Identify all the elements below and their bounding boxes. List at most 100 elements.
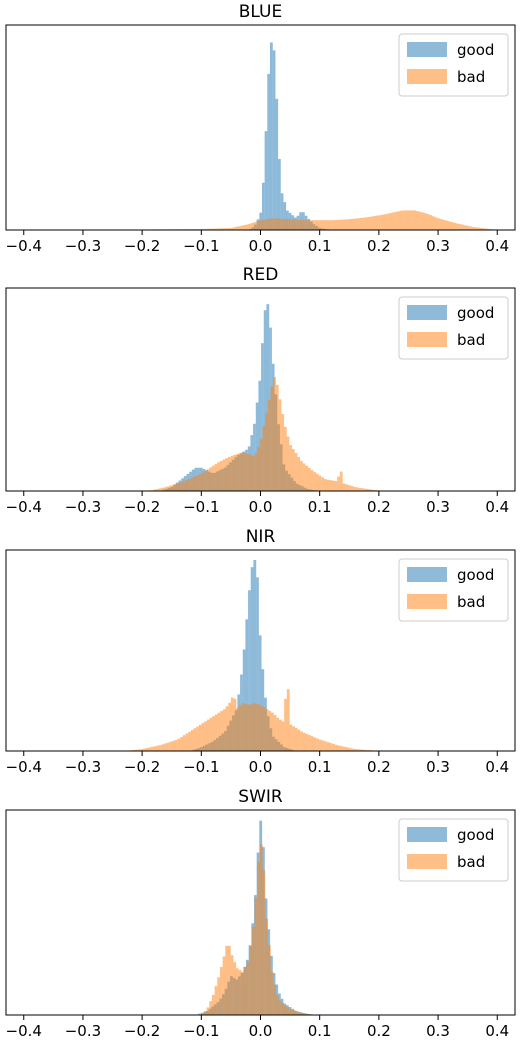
histogram-bar (289, 724, 293, 751)
legend: good bad (398, 33, 509, 97)
legend: good bad (398, 296, 509, 360)
histogram-bar (188, 731, 192, 751)
histogram-bar (262, 425, 266, 491)
x-tick-label: 0.0 (249, 758, 273, 776)
x-tick-label: −0.2 (124, 1022, 160, 1040)
histogram-bar (137, 749, 141, 751)
legend-swatch-good (407, 567, 447, 582)
histogram-bar (354, 218, 358, 230)
histogram-bar (206, 469, 210, 491)
subplot-title: RED (243, 265, 279, 285)
histogram-bar (297, 1011, 301, 1015)
histogram-bar (203, 1011, 207, 1015)
histogram-bar (373, 216, 377, 230)
histogram-bar (338, 219, 342, 230)
histogram-bar (394, 211, 398, 230)
histogram-bar (294, 452, 298, 491)
histogram-bar (275, 995, 279, 1015)
histogram-bar (164, 487, 167, 491)
histogram-bar (213, 228, 217, 230)
histogram-bar (185, 479, 189, 491)
histogram-bar (301, 219, 305, 230)
histogram-bar (201, 723, 205, 751)
histogram-bar (211, 465, 215, 491)
histogram-bar (258, 635, 262, 751)
histogram-bar (253, 222, 257, 230)
histogram-bar (217, 977, 221, 1015)
histogram-bar (369, 489, 372, 491)
histogram-bar (270, 971, 274, 1015)
histogram-bar (255, 402, 259, 491)
histogram-bar (278, 399, 282, 491)
histogram-bar (321, 477, 324, 491)
histogram-bar (289, 445, 293, 491)
histogram-bar (225, 458, 229, 491)
histogram-bar (151, 746, 154, 751)
histogram-bar (321, 740, 325, 751)
histogram-bar (273, 984, 277, 1015)
histogram-bar (233, 698, 237, 751)
histogram-bar (421, 212, 424, 230)
histogram-bar (356, 749, 359, 751)
histogram-bar (256, 577, 259, 751)
histogram-bar (266, 218, 270, 230)
histogram-bar (474, 227, 478, 230)
histogram-bar (280, 218, 283, 230)
histogram-bar (299, 460, 303, 491)
histogram-bar (337, 476, 340, 491)
histogram-bar (334, 744, 338, 751)
histogram-bar (363, 488, 367, 491)
legend-label-good: good (457, 826, 494, 844)
series-bad (201, 844, 314, 1015)
histogram-bar (217, 712, 221, 751)
histogram-bar (283, 426, 287, 491)
histogram-bar (257, 704, 261, 751)
histogram-bar (254, 453, 258, 491)
histogram-bar (304, 220, 307, 230)
x-tick-label: −0.4 (6, 237, 42, 255)
histogram-bar (209, 467, 213, 491)
x-tick-label: 0.3 (426, 758, 450, 776)
legend-swatch-good (407, 827, 447, 842)
histogram-bar (188, 478, 191, 491)
histogram-bar (206, 1007, 210, 1015)
histogram-bar (343, 219, 347, 230)
histogram-bar (278, 719, 282, 751)
histogram-bar (292, 726, 295, 751)
histogram-bar (196, 726, 200, 751)
histogram-bar (228, 702, 232, 751)
histogram-bar (218, 228, 222, 230)
histogram-bar (253, 560, 257, 751)
histogram-bar (174, 739, 178, 751)
histogram-bar (327, 220, 331, 230)
histogram-bar (326, 742, 330, 751)
histogram-bar (302, 463, 306, 491)
histogram-bar (447, 221, 451, 230)
histogram-bar (375, 215, 379, 230)
histogram-bar (206, 719, 210, 751)
histogram-bar (242, 649, 246, 751)
histogram-bar (309, 220, 313, 230)
histogram-bar (305, 733, 309, 751)
histogram-bar (277, 159, 281, 230)
histogram-bar (259, 438, 263, 491)
histogram-bar (237, 226, 241, 230)
histogram-bar (442, 219, 446, 230)
histogram-bar (310, 470, 314, 491)
x-tick-label: 0.2 (367, 498, 391, 516)
histogram-bar (331, 480, 335, 491)
legend-label-bad: bad (457, 68, 485, 86)
histogram-bar (326, 479, 330, 491)
histogram-bar (250, 567, 254, 751)
x-tick-label: −0.1 (183, 758, 219, 776)
histogram-bar (148, 747, 152, 751)
histogram-bar (342, 483, 346, 491)
histogram-bar (265, 918, 269, 1015)
histogram-bar (281, 1002, 285, 1015)
x-tick-label: −0.2 (124, 758, 160, 776)
histogram-bar (283, 1005, 287, 1015)
histogram-bar (235, 454, 239, 491)
histogram-bar (233, 454, 237, 491)
histogram-bar (205, 228, 209, 230)
histogram-bar (210, 228, 214, 230)
